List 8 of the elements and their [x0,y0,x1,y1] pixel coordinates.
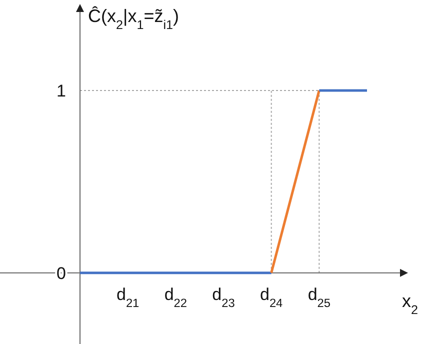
x-tick-label: d$_{23}$ [212,284,236,310]
x-tick-label: d$_{21}$ [116,284,140,310]
x-axis-title: x$_{2}$ [402,290,418,317]
x-tick-label: d$_{22}$ [164,284,188,310]
y-axis-title: Ĉ(x$_{2}$|x$_{1}$=z̃$_{i1}$) [88,6,180,32]
x-tick-label: d$_{25}$ [308,284,331,310]
x-tick-label: d$_{24}$ [260,284,284,310]
y-tick-label: 1 [56,81,66,100]
